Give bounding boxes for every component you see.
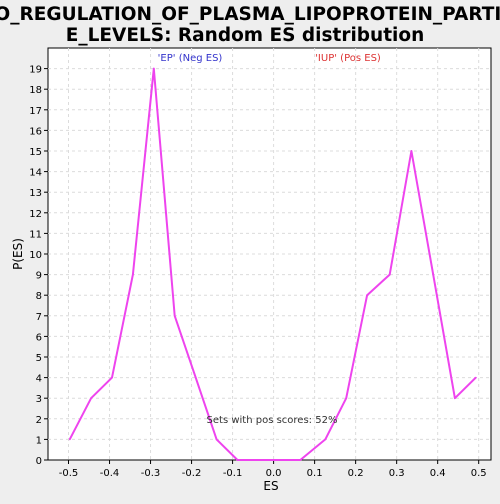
y-tick-label: 6 — [36, 332, 42, 343]
series-point — [299, 459, 302, 461]
y-tick-label: 3 — [36, 394, 42, 405]
y-tick-label: 0 — [36, 456, 42, 467]
y-tick-label: 9 — [36, 271, 42, 282]
series-point — [388, 273, 391, 276]
y-tick-label: 4 — [36, 374, 42, 385]
series-point — [366, 294, 368, 297]
series-point — [173, 315, 176, 317]
y-tick-label: 2 — [36, 415, 42, 426]
series-point — [236, 459, 239, 461]
y-tick-label: 16 — [29, 126, 42, 137]
y-tick-label: 14 — [29, 168, 42, 179]
grid-layer — [48, 48, 491, 460]
series-point — [132, 273, 134, 276]
series-point — [153, 67, 155, 70]
series-point — [215, 438, 218, 441]
x-tick-label: 0.0 — [266, 468, 282, 479]
series-point — [194, 376, 197, 379]
y-axis-label: P(ES) — [11, 238, 25, 270]
series-point — [90, 397, 92, 400]
y-tick-label: 11 — [29, 229, 42, 240]
y-tick-label: 7 — [36, 312, 42, 323]
pos-es-label: 'IUP' (Pos ES) — [315, 53, 381, 64]
series-point — [111, 376, 113, 379]
x-axis-label: ES — [263, 479, 278, 493]
series-line — [68, 67, 477, 461]
series-point — [475, 376, 477, 379]
x-tick-label: -0.5 — [59, 468, 79, 479]
x-tick-label: 0.3 — [389, 468, 405, 479]
series-point — [257, 459, 260, 461]
chart-title-line-1: GO_REGULATION_OF_PLASMA_LIPOPROTEIN_PART… — [0, 4, 500, 25]
series-layer — [68, 67, 477, 461]
y-tick-label: 8 — [36, 291, 42, 302]
series-point — [454, 397, 456, 400]
x-tick-label: 0.2 — [348, 468, 364, 479]
y-tick-label: 5 — [36, 353, 42, 364]
x-tick-label: -0.2 — [182, 468, 202, 479]
series-point — [345, 397, 348, 400]
chart-title-line-2: E_LEVELS: Random ES distribution — [66, 25, 425, 46]
y-tick-label: 19 — [29, 65, 42, 76]
x-tick-label: 0.1 — [307, 468, 323, 479]
x-tick-label: 0.4 — [430, 468, 446, 479]
series-point — [278, 459, 281, 461]
series-point — [432, 273, 434, 276]
x-tick-label: -0.3 — [141, 468, 161, 479]
y-tick-label: 10 — [29, 250, 42, 261]
neg-es-label: 'EP' (Neg ES) — [158, 53, 223, 64]
series-point — [410, 150, 413, 152]
y-tick-label: 12 — [29, 209, 42, 220]
y-tick-label: 17 — [29, 106, 42, 117]
y-tick-label: 1 — [36, 435, 42, 446]
y-tick-label: 15 — [29, 147, 42, 158]
x-tick-label: 0.5 — [471, 468, 487, 479]
series-point — [68, 438, 71, 441]
y-tick-label: 13 — [29, 188, 42, 199]
series-point — [324, 438, 327, 441]
pos-score-annotation: Sets with pos scores: 52% — [207, 415, 338, 426]
y-tick-label: 18 — [29, 85, 42, 96]
x-tick-label: -0.4 — [100, 468, 120, 479]
x-tick-label: -0.1 — [223, 468, 243, 479]
